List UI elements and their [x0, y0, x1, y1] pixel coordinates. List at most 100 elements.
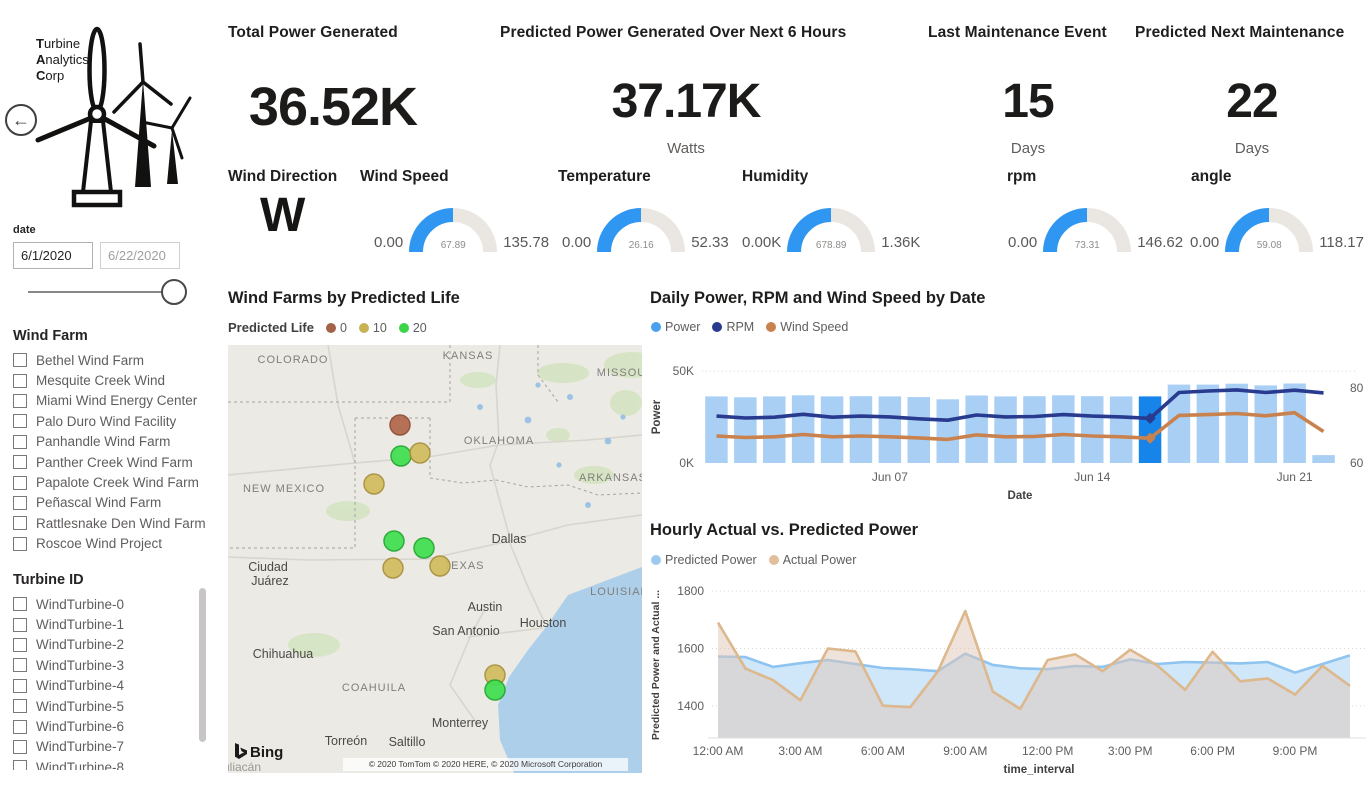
wind-farm-checkbox-item[interactable]: Roscoe Wind Project	[13, 534, 213, 554]
turbine-checkbox-item[interactable]: WindTurbine-0	[13, 594, 213, 614]
checkbox[interactable]	[13, 495, 27, 510]
wind-farm-list: Bethel Wind Farm Mesquite Creek Wind Miami…	[13, 350, 213, 556]
turbine-checkbox-item[interactable]: WindTurbine-2	[13, 635, 213, 655]
wind-farm-checkbox-item[interactable]: Palo Duro Wind Facility	[13, 411, 213, 431]
map-legend-title: Predicted Life	[228, 320, 314, 335]
wind-farm-bubble[interactable]	[382, 557, 404, 579]
back-button[interactable]: ←	[5, 104, 37, 136]
wind-farm-bubble[interactable]	[484, 679, 506, 701]
svg-text:6:00 AM: 6:00 AM	[861, 744, 905, 758]
checkbox[interactable]	[13, 393, 27, 408]
svg-text:Austin: Austin	[468, 600, 503, 614]
turbine-checkbox-item[interactable]: WindTurbine-8	[13, 757, 213, 770]
daily-power-chart[interactable]: 50K 0K 80 60 Jun 07 Jun 14 Jun 21 Date Power	[650, 345, 1372, 505]
gauge-arc-icon	[409, 208, 498, 253]
wind-farm-checkbox-item[interactable]: Peñascal Wind Farm	[13, 493, 213, 513]
wind-farm-checkbox-item[interactable]: Mesquite Creek Wind	[13, 370, 213, 390]
turbine-checkbox-item[interactable]: WindTurbine-4	[13, 676, 213, 696]
checkbox[interactable]	[13, 434, 27, 449]
legend-item-predicted-power[interactable]: Predicted Power	[651, 553, 757, 567]
wind-farm-bubble[interactable]	[390, 445, 412, 467]
turbine-checkbox-item[interactable]: WindTurbine-7	[13, 737, 213, 757]
map-legend-item-0[interactable]: 0	[325, 321, 347, 335]
checkbox[interactable]	[13, 760, 27, 770]
checkbox[interactable]	[13, 597, 27, 612]
checkbox[interactable]	[13, 678, 27, 693]
wind-farm-map[interactable]: COLORADO KANSAS MISSOURI OKLAHOMA ARKANSAS NE…	[228, 345, 642, 773]
svg-text:3:00 AM: 3:00 AM	[778, 744, 822, 758]
gauge-arc-icon	[1043, 208, 1132, 253]
legend-item-wind-speed[interactable]: Wind Speed	[766, 320, 848, 334]
turbine-checkbox-item[interactable]: WindTurbine-3	[13, 655, 213, 675]
kpi-predicted-power-value: 37.17K	[611, 75, 762, 128]
checkbox[interactable]	[13, 617, 27, 632]
checkbox[interactable]	[13, 414, 27, 429]
checkbox[interactable]	[13, 475, 27, 490]
checkbox[interactable]	[13, 739, 27, 754]
svg-text:Power: Power	[651, 399, 663, 434]
gauge-max: 135.78	[503, 234, 550, 251]
checkbox[interactable]	[13, 373, 27, 388]
svg-text:Jun 14: Jun 14	[1074, 470, 1110, 484]
map-farm-dots	[363, 414, 506, 701]
wind-farm-bubble[interactable]	[383, 530, 405, 552]
date-slider-track[interactable]	[28, 291, 168, 293]
date-from-input[interactable]	[13, 242, 93, 269]
turbine-checkbox-item[interactable]: WindTurbine-5	[13, 696, 213, 716]
checkbox[interactable]	[13, 719, 27, 734]
map-legend-item-20[interactable]: 20	[398, 321, 427, 335]
svg-text:Chihuahua: Chihuahua	[253, 647, 314, 661]
wind-direction-value: W	[260, 189, 306, 242]
map-roads	[228, 345, 642, 726]
legend-item-rpm[interactable]: RPM	[712, 320, 754, 334]
turbine-checkbox-item[interactable]: WindTurbine-6	[13, 716, 213, 736]
gauge-max: 146.62	[1137, 234, 1184, 251]
map-title: Wind Farms by Predicted Life	[228, 289, 460, 307]
gauge-min: 0.00	[562, 234, 592, 251]
date-to-input[interactable]	[100, 242, 180, 269]
wind-farm-checkbox-item[interactable]: Rattlesnake Den Wind Farm	[13, 513, 213, 533]
wind-farm-bubble[interactable]	[413, 537, 435, 559]
gauge-arc-icon	[1225, 208, 1314, 253]
company-logo-turbines-icon	[35, 26, 192, 208]
svg-text:80: 80	[1350, 381, 1364, 395]
checkbox[interactable]	[13, 699, 27, 714]
gauge-max: 52.33	[691, 234, 729, 251]
wind-farm-checkbox-item[interactable]: Panhandle Wind Farm	[13, 432, 213, 452]
wind-farm-checkbox-item[interactable]: Bethel Wind Farm	[13, 350, 213, 370]
gauge-target: 26.16	[628, 240, 654, 251]
turbine-list-scrollbar[interactable]	[199, 588, 206, 742]
turbine-checkbox-item[interactable]: WindTurbine-1	[13, 614, 213, 634]
wind-farm-bubble[interactable]	[409, 442, 431, 464]
wind-farm-bubble[interactable]	[429, 555, 451, 577]
wind-farm-checkbox-item[interactable]: Panther Creek Wind Farm	[13, 452, 213, 472]
legend-item-power[interactable]: Power	[651, 320, 700, 334]
checkbox[interactable]	[13, 516, 27, 531]
checkbox[interactable]	[13, 536, 27, 551]
svg-text:COLORADO: COLORADO	[258, 354, 329, 366]
turbine-filter-title: Turbine ID	[13, 572, 84, 588]
checkbox[interactable]	[13, 455, 27, 470]
svg-text:OKLAHOMA: OKLAHOMA	[464, 435, 534, 447]
wind-farm-bubble[interactable]	[363, 473, 385, 495]
bing-logo[interactable]: Bing	[234, 743, 283, 761]
checkbox[interactable]	[13, 637, 27, 652]
hourly-power-chart[interactable]: 1800 1600 1400 12:00 AM 3:00 AM 6:00 AM 9:00 A…	[650, 575, 1372, 789]
svg-text:ARKANSAS: ARKANSAS	[579, 472, 642, 484]
checkbox[interactable]	[13, 353, 27, 368]
checkbox[interactable]	[13, 658, 27, 673]
svg-text:Torreón: Torreón	[325, 734, 367, 748]
wind-farm-checkbox-item[interactable]: Papalote Creek Wind Farm	[13, 472, 213, 492]
map-legend-item-10[interactable]: 10	[358, 321, 387, 335]
svg-text:LOUISIANA: LOUISIANA	[590, 586, 642, 598]
kpi-predicted-power-title: Predicted Power Generated Over Next 6 Ho…	[500, 24, 847, 41]
gauge-angle: 0.00 59.08 118.17	[1190, 204, 1364, 254]
wind-farm-bubble[interactable]	[389, 414, 411, 436]
wind-farm-checkbox-item[interactable]: Miami Wind Energy Center	[13, 391, 213, 411]
wind-farm-filter-title: Wind Farm	[13, 328, 88, 344]
turbine-list: WindTurbine-0 WindTurbine-1 WindTurbine-2 W…	[13, 594, 213, 770]
date-slider-handle[interactable]	[161, 279, 187, 305]
svg-text:uliacán: uliacán	[228, 760, 261, 773]
gauge-target: 67.89	[440, 240, 466, 251]
legend-item-actual-power[interactable]: Actual Power	[768, 553, 856, 567]
